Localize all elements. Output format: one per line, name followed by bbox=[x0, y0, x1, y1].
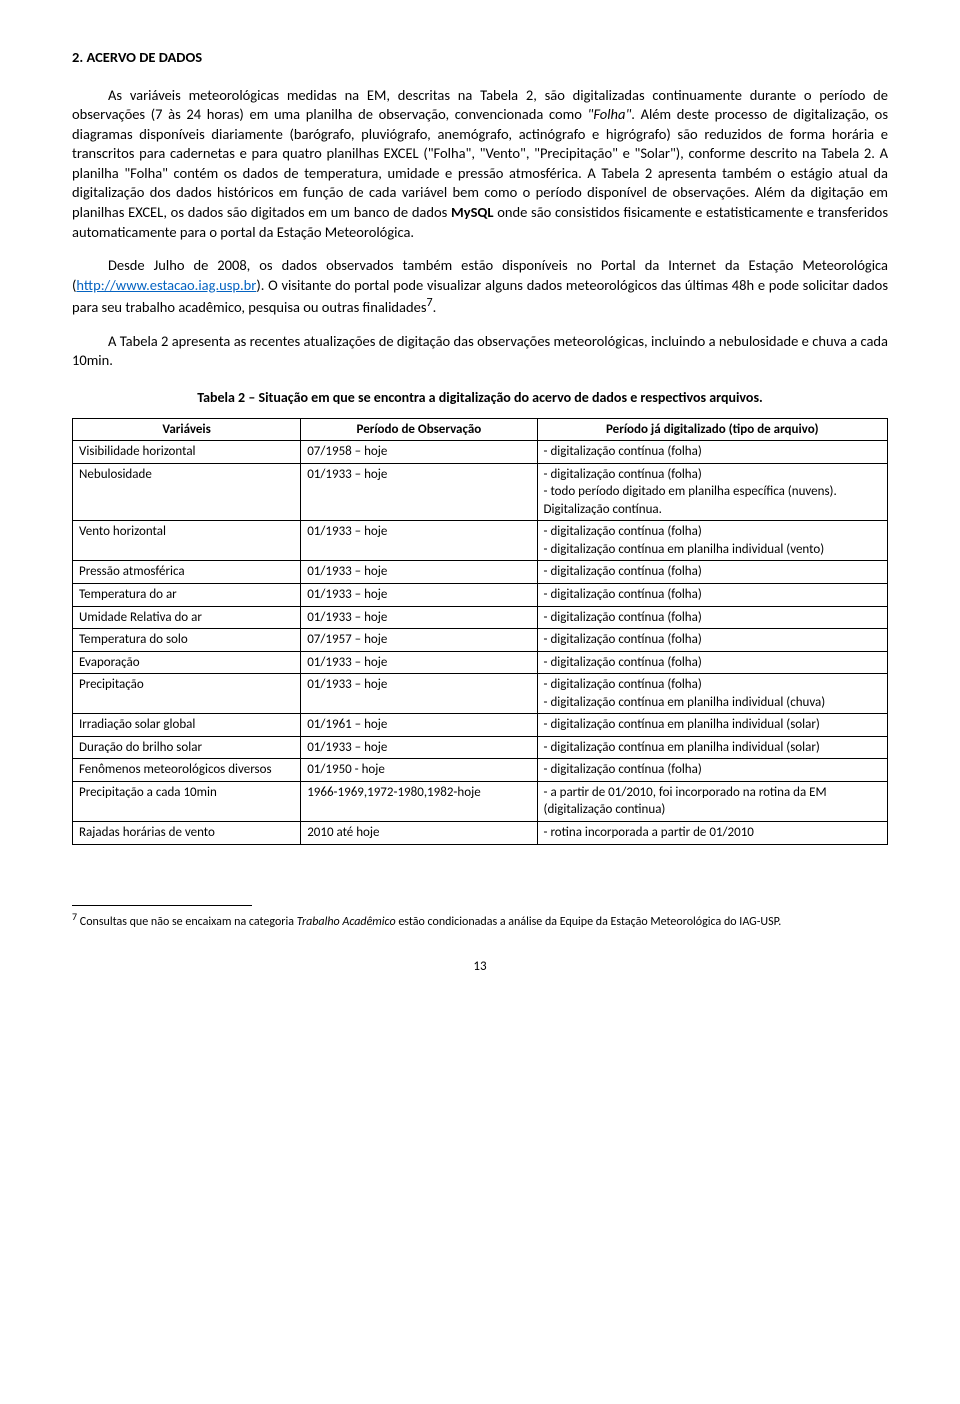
table-row: Vento horizontal01/1933 – hoje- digitali… bbox=[73, 521, 888, 561]
cell-digitalizado: - digitalização contínua (folha) bbox=[537, 441, 887, 464]
cell-periodo: 07/1957 – hoje bbox=[301, 629, 537, 652]
cell-digitalizado: - digitalização contínua (folha) bbox=[537, 583, 887, 606]
table-caption: Tabela 2 – Situação em que se encontra a… bbox=[72, 389, 888, 408]
cell-periodo: 2010 até hoje bbox=[301, 821, 537, 844]
cell-periodo: 01/1933 – hoje bbox=[301, 521, 537, 561]
paragraph-3: A Tabela 2 apresenta as recentes atualiz… bbox=[72, 332, 888, 371]
cell-digitalizado: - digitalização contínua em planilha ind… bbox=[537, 714, 887, 737]
footnote-italic: Trabalho Acadêmico bbox=[297, 915, 396, 929]
cell-variavel: Irradiação solar global bbox=[73, 714, 301, 737]
cell-variavel: Umidade Relativa do ar bbox=[73, 606, 301, 629]
cell-periodo: 01/1933 – hoje bbox=[301, 736, 537, 759]
cell-variavel: Vento horizontal bbox=[73, 521, 301, 561]
table-row: Nebulosidade01/1933 – hoje- digitalizaçã… bbox=[73, 463, 888, 521]
paragraph-2: Desde Julho de 2008, os dados observados… bbox=[72, 256, 888, 318]
cell-variavel: Evaporação bbox=[73, 651, 301, 674]
cell-variavel: Precipitação bbox=[73, 674, 301, 714]
table-row: Visibilidade horizontal07/1958 – hoje- d… bbox=[73, 441, 888, 464]
cell-digitalizado: - digitalização contínua (folha) bbox=[537, 759, 887, 782]
footnote-7: 7 Consultas que não se encaixam na categ… bbox=[72, 910, 888, 931]
cell-periodo: 01/1933 – hoje bbox=[301, 674, 537, 714]
table-row: Pressão atmosférica01/1933 – hoje- digit… bbox=[73, 561, 888, 584]
footnote-text-a: Consultas que não se encaixam na categor… bbox=[77, 915, 297, 929]
cell-variavel: Temperatura do ar bbox=[73, 583, 301, 606]
p1-mysql-bold: MySQL bbox=[451, 203, 493, 221]
cell-digitalizado: - a partir de 01/2010, foi incorporado n… bbox=[537, 781, 887, 821]
cell-variavel: Fenômenos meteorológicos diversos bbox=[73, 759, 301, 782]
portal-link[interactable]: http://www.estacao.iag.usp.br bbox=[76, 276, 256, 294]
cell-periodo: 01/1933 – hoje bbox=[301, 463, 537, 521]
table-row: Precipitação a cada 10min1966-1969,1972-… bbox=[73, 781, 888, 821]
th-variaveis: Variáveis bbox=[73, 418, 301, 441]
cell-periodo: 1966-1969,1972-1980,1982-hoje bbox=[301, 781, 537, 821]
data-table: Variáveis Período de Observação Período … bbox=[72, 418, 888, 845]
paragraph-1: As variáveis meteorológicas medidas na E… bbox=[72, 86, 888, 243]
cell-variavel: Nebulosidade bbox=[73, 463, 301, 521]
p2-part-c: . bbox=[433, 298, 437, 316]
cell-periodo: 01/1933 – hoje bbox=[301, 651, 537, 674]
table-row: Evaporação01/1933 – hoje- digitalização … bbox=[73, 651, 888, 674]
table-header-row: Variáveis Período de Observação Período … bbox=[73, 418, 888, 441]
cell-digitalizado: - digitalização contínua em planilha ind… bbox=[537, 736, 887, 759]
th-periodo-obs: Período de Observação bbox=[301, 418, 537, 441]
cell-digitalizado: - digitalização contínua (folha) bbox=[537, 629, 887, 652]
cell-digitalizado: - digitalização contínua (folha) - todo … bbox=[537, 463, 887, 521]
cell-periodo: 01/1933 – hoje bbox=[301, 606, 537, 629]
cell-variavel: Precipitação a cada 10min bbox=[73, 781, 301, 821]
table-row: Temperatura do solo07/1957 – hoje- digit… bbox=[73, 629, 888, 652]
cell-digitalizado: - digitalização contínua (folha) bbox=[537, 651, 887, 674]
cell-digitalizado: - digitalização contínua (folha) bbox=[537, 561, 887, 584]
table-row: Duração do brilho solar01/1933 – hoje- d… bbox=[73, 736, 888, 759]
cell-periodo: 07/1958 – hoje bbox=[301, 441, 537, 464]
cell-periodo: 01/1950 - hoje bbox=[301, 759, 537, 782]
th-periodo-dig: Período já digitalizado (tipo de arquivo… bbox=[537, 418, 887, 441]
table-row: Precipitação01/1933 – hoje- digitalizaçã… bbox=[73, 674, 888, 714]
cell-digitalizado: - rotina incorporada a partir de 01/2010 bbox=[537, 821, 887, 844]
cell-variavel: Rajadas horárias de vento bbox=[73, 821, 301, 844]
section-heading: 2. ACERVO DE DADOS bbox=[72, 48, 888, 68]
table-row: Irradiação solar global01/1961 – hoje- d… bbox=[73, 714, 888, 737]
cell-periodo: 01/1933 – hoje bbox=[301, 561, 537, 584]
cell-digitalizado: - digitalização contínua (folha) - digit… bbox=[537, 521, 887, 561]
cell-digitalizado: - digitalização contínua (folha) - digit… bbox=[537, 674, 887, 714]
table-row: Rajadas horárias de vento2010 até hoje- … bbox=[73, 821, 888, 844]
table-row: Temperatura do ar01/1933 – hoje- digital… bbox=[73, 583, 888, 606]
cell-periodo: 01/1933 – hoje bbox=[301, 583, 537, 606]
cell-variavel: Temperatura do solo bbox=[73, 629, 301, 652]
table-row: Fenômenos meteorológicos diversos01/1950… bbox=[73, 759, 888, 782]
page-number: 13 bbox=[72, 958, 888, 976]
footnote-separator bbox=[72, 905, 252, 906]
cell-periodo: 01/1961 – hoje bbox=[301, 714, 537, 737]
cell-variavel: Visibilidade horizontal bbox=[73, 441, 301, 464]
footnote-text-b: estão condicionadas a análise da Equipe … bbox=[396, 915, 782, 929]
cell-variavel: Pressão atmosférica bbox=[73, 561, 301, 584]
cell-variavel: Duração do brilho solar bbox=[73, 736, 301, 759]
table-row: Umidade Relativa do ar01/1933 – hoje- di… bbox=[73, 606, 888, 629]
p1-folha-italic: "Folha" bbox=[588, 105, 632, 123]
cell-digitalizado: - digitalização contínua (folha) bbox=[537, 606, 887, 629]
